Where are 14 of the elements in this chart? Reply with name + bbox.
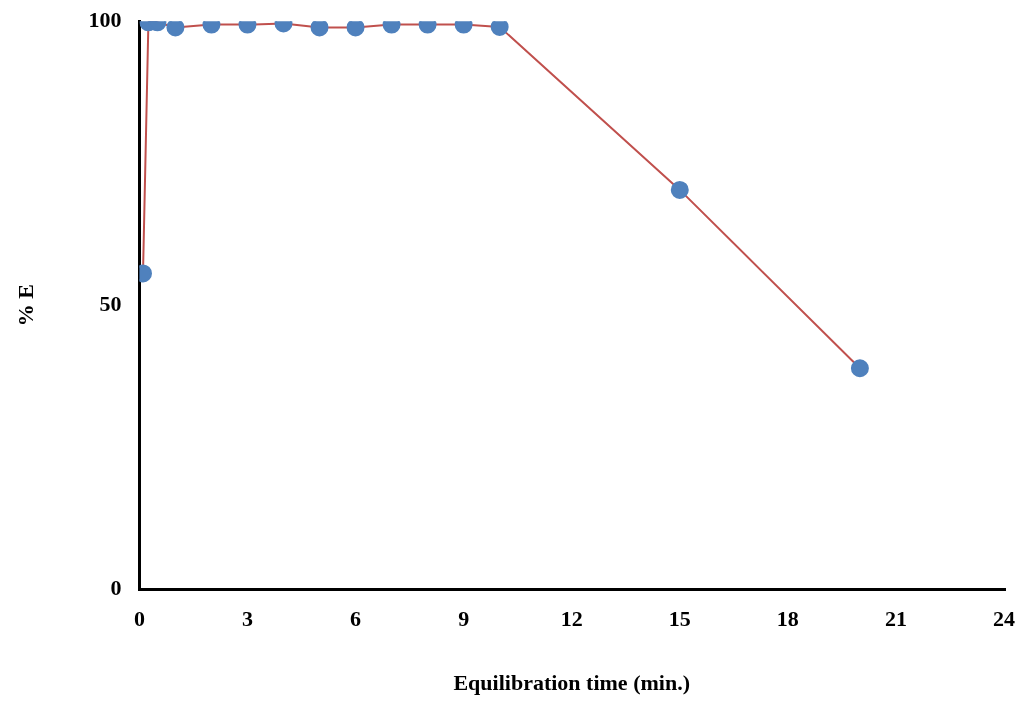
x-tick-label: 18 [776,606,799,632]
x-tick-label: 6 [350,606,362,632]
x-axis-title: Equilibration time (min.) [453,670,690,696]
x-tick-label: 21 [884,606,907,632]
y-tick-label: 50 [99,290,122,316]
x-tick-label: 0 [133,606,145,632]
x-tick-label: 9 [458,606,470,632]
y-tick-label: 100 [88,6,122,32]
x-tick-label: 12 [560,606,583,632]
y-tick-label: 0 [110,574,122,600]
x-tick-label: 24 [993,606,1015,632]
y-axis-title: % E [12,284,38,327]
x-tick-label: 3 [241,606,253,632]
x-tick-label: 15 [668,606,691,632]
